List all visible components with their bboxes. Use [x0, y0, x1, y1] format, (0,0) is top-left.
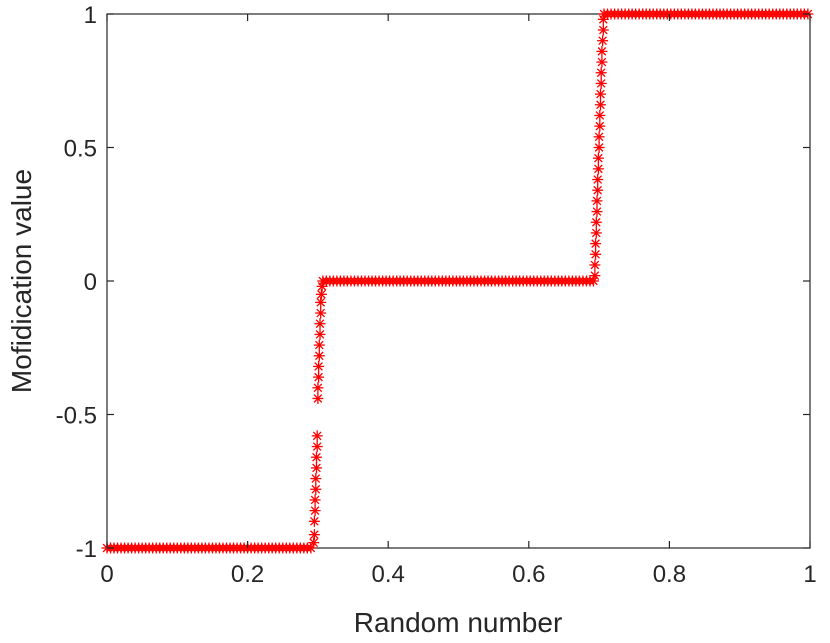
data-point-marker: [308, 515, 320, 527]
data-point-marker: [315, 296, 327, 308]
y-tick-label: -1: [76, 536, 97, 563]
data-point-marker: [308, 529, 320, 541]
data-point-marker: [589, 270, 601, 282]
data-point-marker: [595, 77, 607, 89]
data-point-marker: [596, 45, 608, 57]
data-point-marker: [315, 307, 327, 319]
data-point-marker: [590, 238, 602, 250]
data-point-marker: [590, 248, 602, 260]
data-point-marker: [592, 163, 604, 175]
data-point-marker: [594, 120, 606, 132]
data-point-marker: [309, 505, 321, 517]
data-point-marker: [595, 88, 607, 100]
data-point-marker: [312, 382, 324, 394]
x-tick-label: 0: [100, 561, 113, 588]
x-tick-label: 1: [803, 561, 816, 588]
data-point-marker: [590, 216, 602, 228]
x-tick-label: 0.2: [231, 561, 264, 588]
data-point-marker: [313, 339, 325, 351]
x-tick-label: 0.6: [512, 561, 545, 588]
data-point-marker: [597, 13, 609, 25]
data-point-marker: [316, 280, 328, 292]
data-point-marker: [313, 350, 325, 362]
data-point-marker: [313, 371, 325, 383]
data-point-marker: [592, 184, 604, 196]
y-tick-label: -0.5: [56, 403, 97, 430]
axis-ticks: [106, 13, 811, 549]
data-point-marker: [310, 483, 322, 495]
data-point-marker: [589, 259, 601, 271]
data-point-marker: [593, 131, 605, 143]
x-tick-label: 0.8: [653, 561, 686, 588]
data-point-marker: [309, 494, 321, 506]
data-point-marker: [597, 35, 609, 47]
data-point-marker: [313, 360, 325, 372]
y-tick-label: 1: [84, 2, 97, 29]
data-point-marker: [311, 441, 323, 453]
x-tick-labels: 0 0.2 0.4 0.6 0.8 1: [100, 561, 816, 588]
data-point-marker: [308, 537, 320, 549]
data-point-marker: [595, 67, 607, 79]
data-point-marker: [591, 195, 603, 207]
data-point-marker: [595, 99, 607, 111]
data-point-marker: [310, 462, 322, 474]
data-point-marker: [597, 24, 609, 36]
data-point-marker: [310, 473, 322, 485]
x-tick-label: 0.4: [372, 561, 405, 588]
y-axis-label: Mofidication value: [6, 169, 37, 393]
data-point-marker: [314, 318, 326, 330]
data-point-marker: [596, 56, 608, 68]
x-axis-label: Random number: [354, 607, 563, 638]
y-tick-labels: -1 -0.5 0 0.5 1: [56, 2, 97, 563]
data-point-marker: [310, 451, 322, 463]
data-markers: [101, 8, 814, 554]
data-point-marker: [594, 109, 606, 121]
data-point-marker: [591, 206, 603, 218]
data-point-marker: [590, 227, 602, 239]
data-point-marker: [593, 142, 605, 153]
data-point-marker: [592, 174, 604, 186]
data-point-marker: [314, 328, 326, 340]
data-point-marker: [312, 392, 324, 404]
data-point-marker: [315, 288, 327, 300]
data-point-marker: [592, 152, 604, 164]
y-tick-label: 0.5: [64, 136, 97, 163]
y-tick-label: 0: [84, 269, 97, 296]
data-point-marker: [311, 430, 323, 442]
